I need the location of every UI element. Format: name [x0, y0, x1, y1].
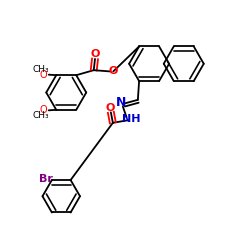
Text: O: O [40, 70, 47, 80]
Text: O: O [106, 103, 115, 113]
Text: O: O [40, 105, 47, 115]
Text: NH: NH [122, 114, 140, 124]
Text: Br: Br [39, 174, 52, 184]
Text: CH₃: CH₃ [32, 65, 49, 74]
Text: O: O [108, 66, 118, 76]
Text: CH₃: CH₃ [32, 111, 49, 120]
Text: O: O [90, 50, 100, 59]
Text: N: N [116, 96, 126, 109]
